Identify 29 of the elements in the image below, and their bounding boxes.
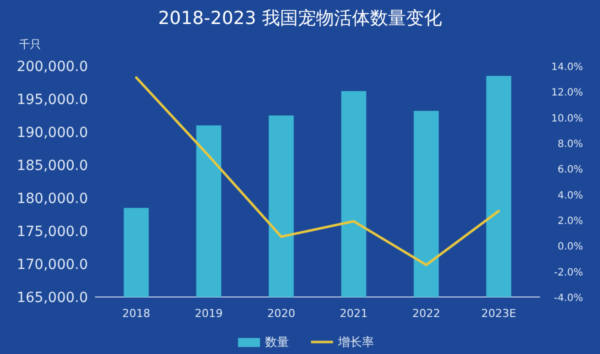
y-tick-label: 200,000.0 [16, 59, 88, 75]
legend-label: 数量 [265, 335, 289, 349]
y-tick-label: 175,000.0 [16, 224, 88, 240]
y-tick-label: 185,000.0 [16, 158, 88, 174]
y-axis-title: 千只 [19, 38, 41, 51]
y2-tick-label: 2.0% [558, 216, 583, 227]
y-tick-label: 165,000.0 [16, 290, 88, 306]
y2-tick-label: 8.0% [558, 139, 583, 150]
y2-tick-label: 6.0% [558, 164, 583, 176]
y-tick-label: 180,000.0 [16, 191, 88, 207]
x-tick-label: 2019 [194, 307, 223, 320]
y-tick-label: 195,000.0 [16, 92, 88, 108]
legend-label: 增长率 [337, 335, 374, 349]
y2-tick-label: 10.0% [551, 113, 583, 124]
line-series [135, 76, 500, 266]
x-tick-label: 2023E [481, 307, 516, 320]
x-tick-label: 2020 [267, 307, 296, 320]
y-tick-label: 190,000.0 [16, 125, 88, 141]
y2-tick-label: 4.0% [558, 190, 583, 202]
y2-tick-label: 12.0% [551, 88, 583, 99]
x-tick-label: 2018 [122, 307, 150, 320]
y2-tick-label: 14.0% [551, 62, 583, 73]
y2-tick-label: -4.0% [554, 293, 583, 304]
x-tick-label: 2021 [340, 307, 368, 320]
chart-title: 2018-2023 我国宠物活体数量变化 [158, 8, 442, 29]
y2-tick-label: -2.0% [554, 267, 583, 278]
y-tick-label: 170,000.0 [16, 257, 88, 273]
x-tick-label: 2022 [412, 307, 440, 320]
y2-tick-label: 0.0% [558, 242, 583, 253]
